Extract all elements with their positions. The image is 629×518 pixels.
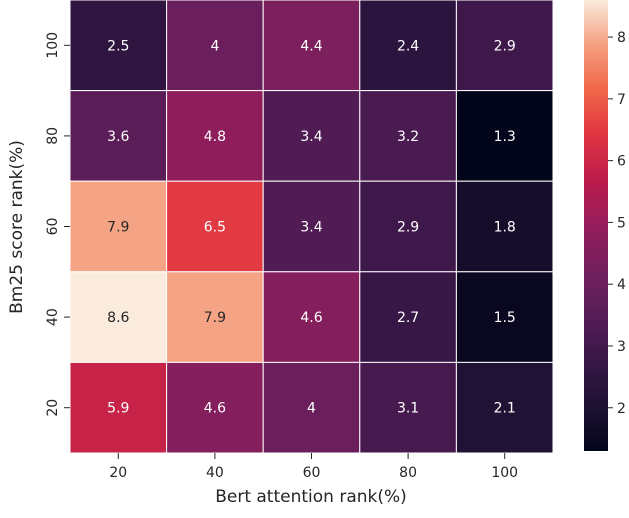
x-tick-label: 60 [303, 465, 321, 481]
colorbar-gradient [584, 0, 608, 451]
heatmap-cell [455, 0, 554, 92]
cell-value-label: 3.2 [397, 129, 419, 145]
cell-value-label: 7.9 [107, 220, 129, 236]
colorbar-tick-label: 4 [617, 277, 626, 293]
cell-value-label: 4 [210, 38, 219, 54]
heatmap-cell [262, 361, 361, 454]
cell-value-label: 4 [307, 401, 316, 417]
heatmap-cell [359, 0, 457, 92]
cell-value-label: 4.4 [300, 38, 322, 54]
cell-value-label: 6.5 [204, 220, 226, 236]
heatmap-cell [455, 90, 554, 182]
y-tick-label: 80 [45, 127, 61, 145]
heatmap-cell [359, 361, 457, 454]
heatmap-cell [262, 0, 361, 92]
heatmap-cells [69, 0, 554, 454]
colorbar-tick-label: 5 [617, 215, 626, 231]
x-axis-title: Bert attention rank(%) [215, 487, 407, 507]
cell-value-label: 4.8 [204, 129, 226, 145]
cell-value-label: 4.6 [300, 310, 322, 326]
cell-value-label: 3.4 [300, 129, 322, 145]
heatmap-cell [455, 361, 554, 454]
heatmap-cell [69, 271, 168, 363]
cell-value-label: 8.6 [107, 310, 129, 326]
y-axis: 100 80 60 40 20 [45, 32, 70, 417]
cell-value-label: 1.8 [494, 220, 516, 236]
cell-value-label: 1.3 [494, 129, 516, 145]
cell-value-label: 2.5 [107, 38, 129, 54]
heatmap-cell [262, 180, 361, 273]
cell-value-label: 1.5 [494, 310, 516, 326]
y-tick-label: 40 [45, 308, 61, 326]
x-axis: 20 40 60 80 100 [109, 453, 518, 481]
colorbar-tick-label: 6 [617, 154, 626, 170]
cell-value-label: 3.4 [300, 220, 322, 236]
heatmap-cell [359, 271, 457, 363]
colorbar-tick-label: 8 [617, 30, 626, 46]
x-tick-label: 40 [206, 465, 224, 481]
colorbar-tick-label: 2 [617, 401, 626, 417]
cell-value-label: 3.1 [397, 401, 419, 417]
cell-value-label: 5.9 [107, 401, 129, 417]
heatmap-cell [69, 361, 168, 454]
cell-value-label: 2.4 [397, 38, 419, 54]
heatmap-cell [166, 271, 264, 363]
heatmap-cell [262, 271, 361, 363]
cell-value-label: 2.1 [494, 401, 516, 417]
heatmap-cell [455, 271, 554, 363]
x-tick-label: 20 [109, 465, 127, 481]
cell-value-label: 2.9 [397, 220, 419, 236]
heatmap-cell [262, 90, 361, 182]
colorbar-tick-label: 7 [617, 92, 626, 108]
heatmap-cell-labels: 2.5 4 4.4 2.4 2.9 3.6 4.8 3.4 3.2 1.3 7.9 6.5 3.4 2.9… [107, 38, 516, 416]
cell-value-label: 4.6 [204, 401, 226, 417]
x-tick-label: 80 [399, 465, 417, 481]
cell-value-label: 2.7 [397, 310, 419, 326]
heatmap-cell [166, 0, 264, 92]
heatmap-cell [359, 180, 457, 273]
colorbar-tick-label: 3 [617, 339, 626, 355]
heatmap-cell [166, 361, 264, 454]
y-axis-title: Bm25 score rank(%) [7, 140, 27, 314]
heatmap-cell [166, 180, 264, 273]
y-tick-label: 20 [45, 399, 61, 417]
cell-value-label: 7.9 [204, 310, 226, 326]
cell-value-label: 3.6 [107, 129, 129, 145]
cell-value-label: 2.9 [494, 38, 516, 54]
y-tick-label: 60 [45, 218, 61, 236]
heatmap-cell [455, 180, 554, 273]
y-tick-label: 100 [45, 32, 61, 59]
colorbar: 2 3 4 5 6 7 8 [584, 0, 626, 451]
heatmap-cell [69, 0, 168, 92]
x-tick-label: 100 [491, 465, 518, 481]
heatmap-cell [166, 90, 264, 182]
